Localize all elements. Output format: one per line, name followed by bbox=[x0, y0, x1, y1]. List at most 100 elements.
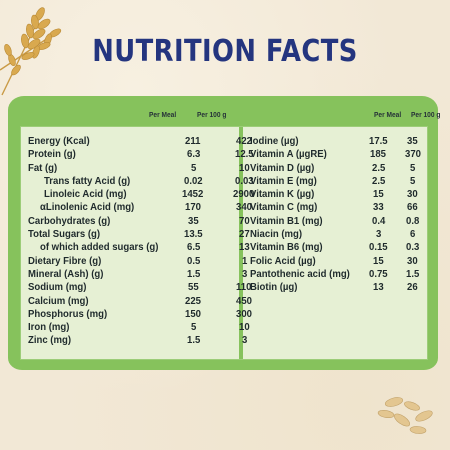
per-meal-value: 15 bbox=[359, 255, 400, 268]
per-meal-value: 13.5 bbox=[169, 228, 219, 241]
per-meal-value: 225 bbox=[169, 295, 219, 308]
table-row: Folic Acid (µg) 15 30 bbox=[243, 255, 427, 268]
per-100g-value: 370 bbox=[399, 148, 427, 161]
table-row: Mineral (Ash) (g) 1.5 3 bbox=[21, 268, 271, 281]
nutrient-name: Pantothenic acid (mg) bbox=[243, 268, 359, 281]
table-row: Carbohydrates (g) 35 70 bbox=[21, 215, 271, 228]
per-100g-value-text: 5 bbox=[410, 162, 416, 174]
per-meal-value: 211 bbox=[169, 135, 219, 148]
table-row: Pantothenic acid (mg) 0.75 1.5 bbox=[243, 268, 427, 281]
per-meal-value: 0.02 bbox=[169, 175, 219, 188]
per-meal-value: 1.5 bbox=[169, 334, 219, 347]
table-row: Total Sugars (g) 13.5 27 bbox=[21, 228, 271, 241]
per-meal-value: 150 bbox=[169, 308, 219, 321]
per-100g-value: 12.5 bbox=[219, 148, 271, 161]
per-100g-value: 0.8 bbox=[399, 215, 427, 228]
nutrient-name: αLinolenic Acid (mg) bbox=[21, 201, 169, 214]
per-100g-value-text: 6 bbox=[410, 229, 416, 241]
per-100g-value: 300 bbox=[219, 308, 271, 321]
table-row: αLinolenic Acid (mg) 170 340 bbox=[21, 201, 271, 214]
nutrient-name-text: Calcium (mg) bbox=[28, 295, 89, 307]
per-meal-value: 2.5 bbox=[359, 162, 400, 175]
table-row: Vitamin A (µgRE) 185 370 bbox=[243, 148, 427, 161]
nutrition-table: Energy (Kcal) 211 422 Protein (g) 6.3 12.5 Fat… bbox=[20, 126, 428, 360]
per-100g-value: 6 bbox=[399, 228, 427, 241]
per-100g-value: 35 bbox=[399, 135, 427, 148]
per-meal-value: 5 bbox=[169, 321, 219, 334]
per-meal-value-text: 0.02 bbox=[183, 175, 203, 187]
nutrient-name: Dietary Fibre (g) bbox=[21, 255, 169, 268]
per-100g-value: 5 bbox=[399, 175, 427, 188]
per-meal-value: 6.3 bbox=[169, 148, 219, 161]
per-100g-value: 3 bbox=[219, 268, 271, 281]
nutrient-name-text: Fat (g) bbox=[28, 162, 58, 174]
nutrient-name-text: Carbohydrates (g) bbox=[28, 215, 111, 227]
per-meal-value-text: 0.5 bbox=[186, 255, 200, 267]
per-100g-value-text: 370 bbox=[404, 149, 421, 161]
per-100g-value: 422 bbox=[219, 135, 271, 148]
per-meal-value-text: 13 bbox=[373, 282, 384, 294]
per-meal-value-text: 225 bbox=[185, 295, 202, 307]
nutrient-name: of which added sugars (g) bbox=[21, 241, 169, 254]
nutrient-name-text: Vitamin E (mg) bbox=[250, 175, 317, 187]
oat-grains-illustration bbox=[377, 397, 433, 434]
right-header-per-meal: Per Meal bbox=[374, 110, 402, 119]
per-100g-value: 27 bbox=[219, 228, 271, 241]
per-100g-value: 3 bbox=[219, 334, 271, 347]
per-meal-value: 0.75 bbox=[359, 268, 400, 281]
nutrient-name: Carbohydrates (g) bbox=[21, 215, 169, 228]
nutrient-name: Vitamin C (mg) bbox=[243, 201, 359, 214]
per-100g-value-text: 70 bbox=[238, 215, 250, 227]
per-meal-value-text: 13.5 bbox=[183, 229, 203, 241]
per-100g-value-text: 450 bbox=[236, 295, 253, 307]
nutrient-name: Calcium (mg) bbox=[21, 295, 169, 308]
nutrient-name-text: Vitamin B6 (mg) bbox=[250, 242, 323, 254]
nutrient-name-text: Energy (Kcal) bbox=[28, 136, 90, 147]
per-100g-value-text: 0.03 bbox=[234, 175, 254, 187]
per-100g-value: 1 bbox=[219, 255, 271, 268]
left-nutrient-table: Energy (Kcal) 211 422 Protein (g) 6.3 12.5 Fat… bbox=[21, 135, 271, 348]
page-title: NUTRITION FACTS bbox=[92, 34, 358, 69]
per-meal-value-text: 2.5 bbox=[371, 175, 386, 187]
nutrient-name: Biotin (µg) bbox=[243, 281, 359, 294]
nutrient-name-text: Folic Acid (µg) bbox=[250, 255, 316, 267]
nutrient-name-text: Vitamin C (mg) bbox=[250, 202, 318, 214]
per-100g-value: 0.03 bbox=[219, 175, 271, 188]
per-100g-value: 10 bbox=[219, 321, 271, 334]
nutrient-name-text: Pantothenic acid (mg) bbox=[250, 268, 350, 280]
nutrient-name: Energy (Kcal) bbox=[21, 135, 169, 148]
per-meal-value: 2.5 bbox=[359, 175, 400, 188]
per-100g-value: 340 bbox=[219, 201, 271, 214]
per-meal-value: 1452 bbox=[169, 188, 219, 201]
nutrient-name: Vitamin E (mg) bbox=[243, 175, 359, 188]
per-100g-value-text: 0.3 bbox=[406, 242, 420, 254]
per-100g-value-text: 340 bbox=[236, 202, 253, 214]
per-meal-value-text: 6.3 bbox=[186, 149, 200, 161]
per-100g-value-text: 35 bbox=[407, 136, 419, 147]
nutrient-name: Vitamin K (µg) bbox=[243, 188, 359, 201]
per-meal-value-text: 33 bbox=[373, 202, 384, 214]
nutrient-name: Fat (g) bbox=[21, 162, 169, 175]
nutrient-name-text: Protein (g) bbox=[28, 149, 76, 161]
table-row: Vitamin D (µg) 2.5 5 bbox=[243, 162, 427, 175]
per-meal-value-text: 185 bbox=[370, 149, 387, 161]
per-100g-value: 30 bbox=[399, 255, 427, 268]
per-100g-value: 450 bbox=[219, 295, 271, 308]
table-row: Trans fatty Acid (g) 0.02 0.03 bbox=[21, 175, 271, 188]
nutrient-name-text: Vitamin D (µg) bbox=[250, 162, 315, 174]
table-row: Energy (Kcal) 211 422 bbox=[21, 135, 271, 148]
per-100g-value: 2900 bbox=[219, 188, 271, 201]
nutrient-name-text: αLinolenic Acid (mg) bbox=[40, 202, 135, 214]
nutrient-name-text: Iron (mg) bbox=[28, 322, 70, 334]
per-meal-value-text: 15 bbox=[373, 255, 384, 267]
nutrient-name: Zinc (mg) bbox=[21, 334, 169, 347]
nutrient-name: Vitamin D (µg) bbox=[243, 162, 359, 175]
right-nutrient-table: Iodine (µg) 17.5 35 Vitamin A (µgRE) 185 370 V… bbox=[243, 135, 427, 295]
per-meal-value-text: 0.15 bbox=[368, 242, 388, 254]
per-100g-value-text: 10 bbox=[238, 322, 250, 334]
nutrient-name-text: of which added sugars (g) bbox=[40, 242, 159, 254]
per-meal-value: 0.4 bbox=[359, 215, 400, 228]
per-meal-value-text: 0.75 bbox=[368, 268, 388, 280]
column-divider bbox=[239, 127, 243, 359]
per-meal-value-text: 17.5 bbox=[368, 136, 388, 147]
